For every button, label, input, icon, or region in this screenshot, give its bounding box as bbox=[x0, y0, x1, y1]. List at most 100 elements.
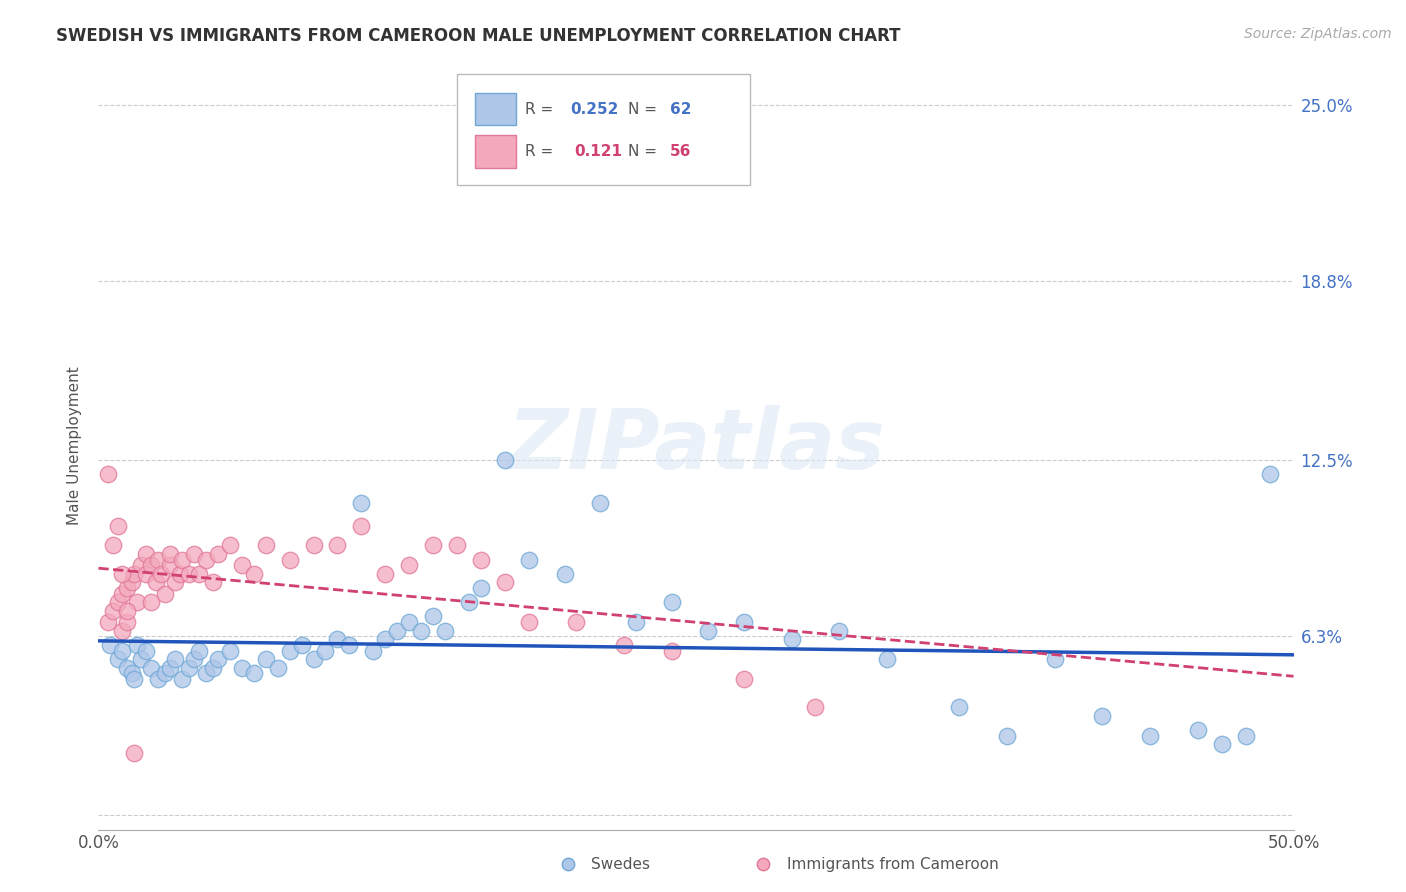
Point bbox=[363, 643, 385, 657]
Point bbox=[828, 624, 851, 638]
Point bbox=[111, 566, 134, 581]
Point bbox=[159, 547, 181, 561]
Point bbox=[121, 666, 143, 681]
Point bbox=[135, 643, 157, 657]
Point bbox=[1043, 652, 1066, 666]
Text: ZIPatlas: ZIPatlas bbox=[508, 406, 884, 486]
Point bbox=[494, 575, 516, 590]
Point bbox=[398, 615, 420, 629]
Point bbox=[302, 538, 325, 552]
Point bbox=[183, 547, 205, 561]
Text: SWEDISH VS IMMIGRANTS FROM CAMEROON MALE UNEMPLOYMENT CORRELATION CHART: SWEDISH VS IMMIGRANTS FROM CAMEROON MALE… bbox=[56, 27, 901, 45]
Point bbox=[557, 857, 579, 871]
Point bbox=[97, 615, 120, 629]
Text: Swedes: Swedes bbox=[591, 857, 650, 871]
Point bbox=[163, 652, 186, 666]
Point bbox=[207, 652, 229, 666]
Text: 0.121: 0.121 bbox=[574, 144, 621, 159]
Point bbox=[121, 575, 143, 590]
Point bbox=[107, 652, 129, 666]
Text: Source: ZipAtlas.com: Source: ZipAtlas.com bbox=[1244, 27, 1392, 41]
Point bbox=[169, 566, 191, 581]
Point bbox=[187, 643, 209, 657]
Text: N =: N = bbox=[628, 144, 662, 159]
Point bbox=[374, 566, 396, 581]
Point bbox=[422, 609, 444, 624]
Point bbox=[124, 566, 146, 581]
Point bbox=[326, 538, 349, 552]
Text: Immigrants from Cameroon: Immigrants from Cameroon bbox=[787, 857, 1000, 871]
Point bbox=[148, 552, 170, 566]
Point bbox=[494, 453, 516, 467]
Point bbox=[172, 552, 194, 566]
Point bbox=[733, 615, 755, 629]
Point bbox=[159, 558, 181, 573]
Point bbox=[339, 638, 361, 652]
FancyBboxPatch shape bbox=[457, 74, 749, 186]
Point bbox=[187, 566, 209, 581]
Point bbox=[752, 857, 775, 871]
Text: R =: R = bbox=[524, 102, 558, 117]
Point bbox=[179, 566, 201, 581]
Text: R =: R = bbox=[524, 144, 562, 159]
Point bbox=[565, 615, 588, 629]
Point bbox=[145, 575, 167, 590]
Point bbox=[159, 660, 181, 674]
Point bbox=[101, 538, 124, 552]
Point bbox=[804, 700, 827, 714]
Point bbox=[98, 638, 122, 652]
Point bbox=[231, 660, 253, 674]
Point bbox=[626, 615, 648, 629]
Point bbox=[243, 666, 266, 681]
Point bbox=[183, 652, 205, 666]
Point bbox=[97, 467, 120, 482]
Point bbox=[411, 624, 433, 638]
Point bbox=[139, 558, 162, 573]
Text: N =: N = bbox=[628, 102, 662, 117]
Point bbox=[661, 595, 683, 609]
Point bbox=[385, 624, 409, 638]
Point bbox=[231, 558, 253, 573]
Point bbox=[202, 660, 225, 674]
Point bbox=[131, 558, 153, 573]
Point bbox=[254, 538, 277, 552]
Point bbox=[422, 538, 444, 552]
Point bbox=[139, 660, 162, 674]
Point bbox=[470, 552, 492, 566]
Point bbox=[554, 566, 576, 581]
Point bbox=[1091, 709, 1114, 723]
Point bbox=[470, 581, 492, 595]
Point bbox=[107, 595, 129, 609]
Point bbox=[195, 666, 218, 681]
Point bbox=[139, 595, 162, 609]
Point bbox=[172, 672, 194, 686]
Point bbox=[124, 746, 146, 760]
Point bbox=[101, 604, 124, 618]
Point bbox=[149, 566, 172, 581]
Point bbox=[124, 672, 146, 686]
Point bbox=[350, 518, 373, 533]
Point bbox=[517, 552, 540, 566]
Point bbox=[111, 624, 134, 638]
Point bbox=[179, 660, 201, 674]
Text: 56: 56 bbox=[669, 144, 692, 159]
Point bbox=[207, 547, 229, 561]
Point bbox=[278, 552, 301, 566]
Point bbox=[589, 496, 612, 510]
Point bbox=[219, 643, 242, 657]
Point bbox=[278, 643, 301, 657]
Point bbox=[661, 643, 683, 657]
Point bbox=[148, 672, 170, 686]
Point bbox=[107, 518, 129, 533]
Point bbox=[115, 604, 138, 618]
Point bbox=[125, 595, 148, 609]
Point bbox=[267, 660, 290, 674]
Point bbox=[458, 595, 481, 609]
Point bbox=[195, 552, 218, 566]
Point bbox=[780, 632, 803, 647]
Point bbox=[111, 643, 134, 657]
Point bbox=[111, 587, 134, 601]
Point bbox=[1234, 729, 1257, 743]
Point bbox=[135, 566, 157, 581]
Point bbox=[995, 729, 1018, 743]
